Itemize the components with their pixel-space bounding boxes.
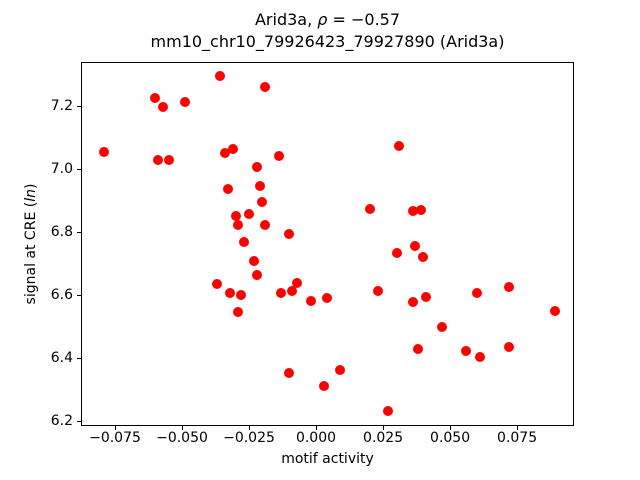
x-tick-mark: [182, 426, 183, 430]
data-point: [335, 365, 346, 376]
data-point: [260, 81, 271, 92]
data-point: [471, 288, 482, 299]
data-point: [474, 352, 485, 363]
data-point: [418, 252, 429, 263]
chart-title-line1: Arid3a, ρ = −0.57: [81, 9, 574, 31]
data-point: [179, 97, 190, 108]
data-point: [230, 210, 241, 221]
y-tick-mark: [77, 169, 81, 171]
data-point: [286, 285, 297, 296]
data-point: [276, 288, 287, 299]
data-point: [214, 70, 225, 81]
y-tick-label: 6.4: [50, 350, 73, 367]
rho-symbol: ρ: [317, 10, 328, 29]
data-point: [227, 143, 238, 154]
x-tick-mark: [450, 426, 452, 430]
y-tick-mark: [77, 232, 81, 234]
chart-title: Arid3a, ρ = −0.57 mm10_chr10_79926423_79…: [81, 9, 574, 53]
data-point: [461, 346, 472, 357]
x-tick-mark: [249, 426, 250, 430]
data-point: [257, 196, 268, 207]
data-point: [383, 405, 394, 416]
title-gene-label: Arid3a,: [254, 10, 318, 29]
data-point: [233, 307, 244, 318]
y-axis-label-text: signal at CRE (: [23, 201, 39, 305]
data-point: [319, 380, 330, 391]
x-axis-label: motif activity: [281, 451, 374, 467]
chart-title-line2: mm10_chr10_79926423_79927890 (Arid3a): [150, 32, 505, 51]
y-axis-label-ln: ln: [23, 189, 39, 202]
y-tick-mark: [77, 421, 81, 422]
data-point: [252, 270, 263, 281]
data-point: [260, 219, 271, 230]
data-point: [273, 151, 284, 162]
data-point: [211, 278, 222, 289]
data-point: [549, 306, 560, 317]
y-axis-label: signal at CRE (ln): [23, 184, 39, 305]
x-tick-label: −0.075: [89, 430, 141, 446]
data-point: [412, 343, 423, 354]
y-tick-mark: [77, 106, 81, 108]
data-point: [152, 154, 163, 165]
data-point: [222, 183, 233, 194]
data-point: [236, 289, 246, 300]
y-tick-label: 6.8: [50, 224, 73, 241]
data-point: [305, 295, 316, 306]
x-tick-label: 0.075: [497, 430, 538, 446]
data-point: [254, 181, 265, 191]
data-point: [321, 293, 332, 304]
data-point: [238, 236, 249, 247]
x-tick-label: −0.050: [156, 430, 208, 446]
data-point: [394, 140, 405, 151]
data-point: [163, 154, 174, 165]
data-point: [391, 247, 402, 258]
y-axis-label-close: ): [23, 183, 39, 190]
data-point: [284, 367, 295, 378]
data-point: [99, 147, 110, 157]
x-tick-mark: [383, 426, 385, 430]
data-point: [407, 205, 418, 216]
data-point: [415, 204, 426, 215]
data-point: [410, 241, 421, 252]
data-point: [225, 287, 236, 298]
data-point: [292, 277, 303, 288]
x-tick-label: 0.050: [430, 430, 471, 446]
data-point: [437, 322, 447, 333]
x-tick-label: 0.025: [363, 430, 404, 446]
y-tick-label: 6.6: [50, 287, 73, 304]
x-tick-label: 0.000: [295, 430, 337, 446]
data-point: [244, 209, 254, 219]
x-tick-mark: [115, 426, 116, 430]
data-point: [364, 204, 375, 214]
data-point: [504, 342, 515, 353]
data-point: [233, 220, 244, 230]
data-point: [504, 282, 515, 292]
x-tick-mark: [316, 426, 317, 430]
y-tick-label: 7.2: [50, 98, 73, 115]
y-tick-label: 6.2: [50, 413, 73, 429]
data-point: [407, 297, 418, 308]
data-point: [420, 292, 431, 303]
data-point: [249, 255, 260, 266]
y-tick-mark: [77, 358, 81, 360]
plot-area: −0.075 −0.050 −0.025 0.000 0.025 0.050 0.075 6.…: [51, 62, 574, 446]
data-point: [158, 102, 169, 112]
data-point: [219, 147, 230, 158]
y-tick-mark: [77, 295, 81, 297]
y-tick-label: 7.0: [50, 161, 73, 178]
data-point: [284, 228, 295, 239]
title-correlation-value: = −0.57: [327, 10, 401, 29]
x-tick-label: −0.025: [223, 430, 275, 446]
x-tick-mark: [517, 426, 519, 430]
data-point: [150, 92, 161, 103]
data-point: [372, 285, 383, 296]
data-point: [252, 161, 263, 172]
